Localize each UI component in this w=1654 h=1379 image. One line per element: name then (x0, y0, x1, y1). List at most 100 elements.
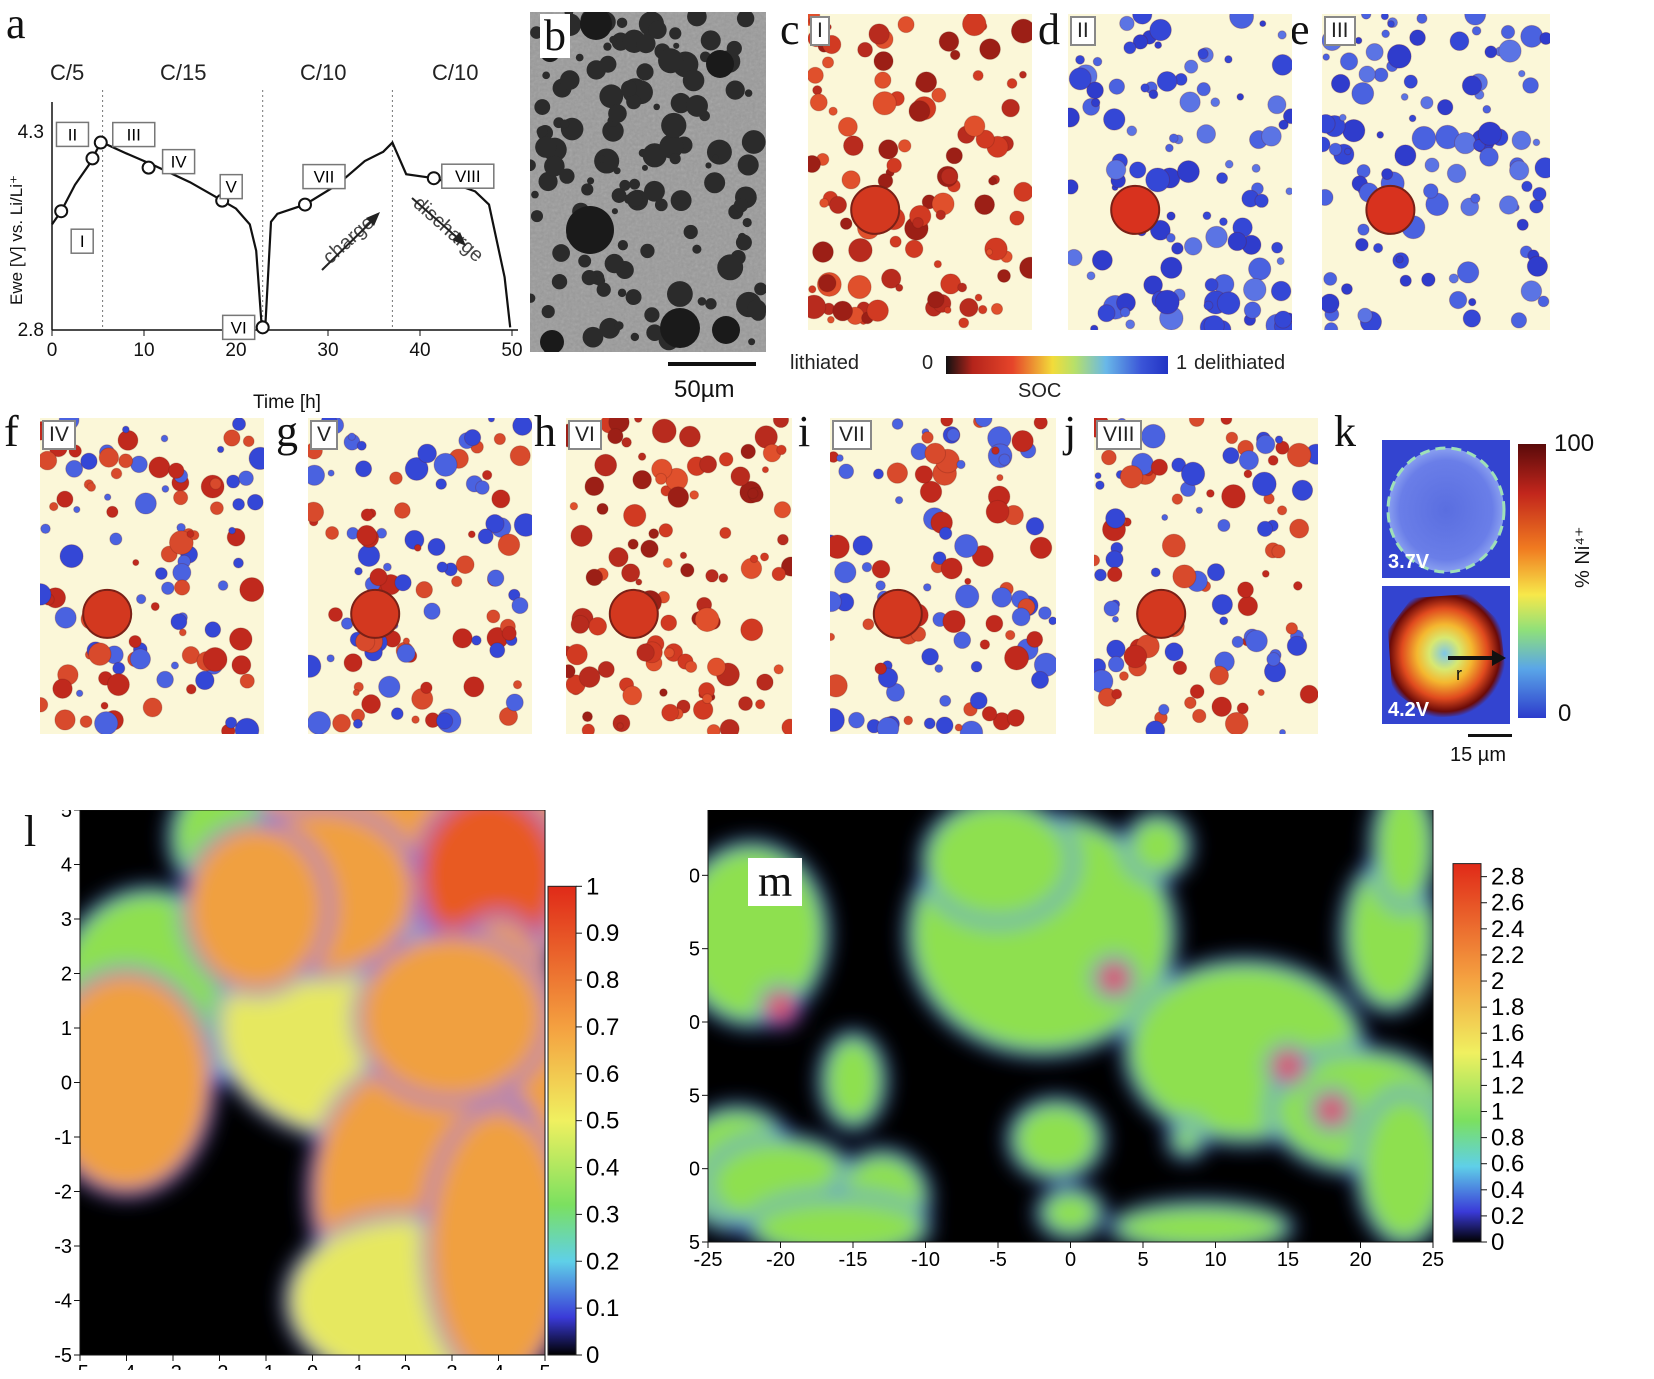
particle (699, 455, 718, 474)
particle (754, 282, 766, 296)
particle (1251, 471, 1277, 497)
particle (1158, 703, 1170, 716)
particle (626, 94, 642, 110)
particle (1339, 52, 1359, 71)
particle (719, 526, 732, 539)
particle (629, 178, 641, 190)
particle (415, 581, 433, 599)
particle (1323, 271, 1338, 286)
colorbar-tick-label: 2.6 (1491, 890, 1524, 917)
particle (735, 234, 752, 251)
particle (919, 480, 943, 504)
particle (1467, 297, 1477, 307)
particle (530, 159, 536, 172)
particle (897, 139, 912, 153)
soc-colorbar (946, 356, 1168, 374)
colorbar-tick-label: 0.3 (586, 1201, 619, 1228)
particle (1236, 93, 1245, 101)
y-tick-label: 2.8 (18, 320, 44, 341)
particle (534, 99, 551, 115)
particle-large (580, 12, 612, 40)
particle (1324, 322, 1339, 330)
particle (530, 293, 536, 303)
particle (627, 538, 639, 550)
particle (56, 490, 74, 508)
particle (1520, 280, 1543, 302)
particle (106, 673, 130, 697)
x-tick-label: 25 (1422, 1249, 1444, 1271)
particle (559, 168, 575, 184)
state-box-VII: VII (832, 420, 872, 450)
particle (530, 210, 544, 223)
particle (597, 660, 615, 678)
particle (678, 425, 701, 448)
soc-caption: SOC (1018, 380, 1062, 402)
particle (361, 694, 381, 714)
particle (491, 489, 511, 509)
particle (1203, 314, 1225, 330)
particle (1091, 249, 1113, 271)
x-tick-label: 2 (400, 1362, 411, 1370)
particle (1011, 607, 1031, 627)
soc-right-label: delithiated (1194, 352, 1286, 374)
particle (1025, 517, 1045, 536)
particle (1006, 78, 1018, 89)
colorbar-tick-label: 0 (586, 1342, 599, 1369)
particle (1092, 56, 1103, 67)
particle (954, 723, 963, 732)
particle (1421, 272, 1436, 287)
particle (118, 453, 134, 469)
particle (1006, 708, 1025, 727)
particle (636, 34, 656, 54)
particle (154, 567, 168, 580)
y-tick-label: -5 (54, 1345, 72, 1367)
particle (1299, 684, 1318, 704)
colorbar-tick-label: 0.9 (586, 920, 619, 947)
particle (636, 63, 654, 81)
particle (875, 580, 886, 591)
particle (1509, 160, 1530, 181)
particle (935, 716, 954, 734)
particle (106, 505, 119, 519)
particle (819, 197, 830, 208)
state-box-III: III (1324, 16, 1356, 46)
x-tick-label: -3 (164, 1362, 182, 1370)
particle (497, 533, 521, 557)
particle (912, 217, 924, 229)
particle (874, 71, 892, 89)
particle (834, 561, 857, 584)
particle (1188, 418, 1205, 428)
y-tick-label: 2 (61, 964, 72, 986)
particle (1048, 616, 1056, 626)
panel-letter-b: b (540, 14, 570, 58)
particle (1148, 89, 1159, 100)
particle (1448, 273, 1459, 284)
particle (505, 693, 524, 712)
particle (1106, 639, 1126, 659)
particle (1145, 720, 1166, 734)
soc-map-f (40, 418, 264, 734)
particle (738, 696, 753, 712)
particle (1118, 671, 1129, 681)
particle (1126, 125, 1138, 137)
particle (1103, 108, 1126, 131)
particle (357, 544, 381, 567)
particle (979, 38, 1001, 60)
particle (202, 647, 228, 672)
particle (509, 445, 531, 467)
particle (1387, 20, 1395, 28)
particle (121, 425, 130, 434)
particle (1243, 301, 1262, 319)
particle (997, 268, 1011, 283)
particle (1236, 702, 1249, 715)
particle (1282, 108, 1292, 125)
particle (1395, 255, 1404, 264)
particle (940, 273, 962, 295)
particle (1520, 24, 1544, 48)
particle (566, 664, 576, 679)
particle (1453, 131, 1477, 155)
particle (975, 129, 995, 149)
particle (998, 453, 1011, 466)
heatmap-m: -25-20-15-10-50510152025-25-20-15-10-505… (690, 810, 1524, 1271)
marker-label-VIII: VIII (455, 167, 481, 186)
